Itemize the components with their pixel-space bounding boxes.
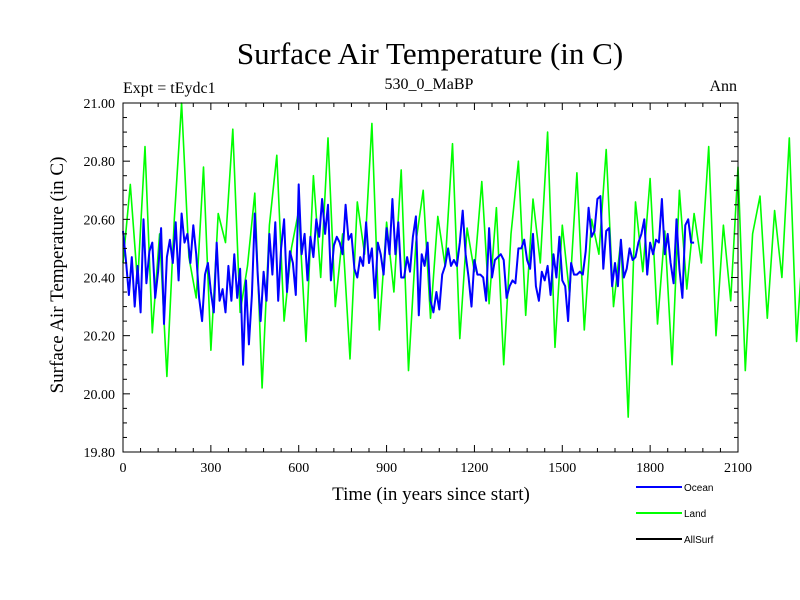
- y-axis-ticks: 19.80 20.00 20.20 20.40 20.60 20.80 21.00: [84, 97, 738, 461]
- y-axis-label: Surface Air Temperature (in C): [47, 157, 68, 394]
- x-tick-label: 300: [200, 461, 221, 476]
- y-tick-label: 20.00: [84, 388, 116, 403]
- y-tick-label: 19.80: [84, 446, 116, 461]
- x-axis-ticks: 0 300 600 900 1200 1500 1800 2100: [120, 103, 752, 476]
- x-tick-label: 1200: [460, 461, 488, 476]
- experiment-label: Expt = tEydc1: [123, 80, 216, 97]
- legend-label-ocean: Ocean: [684, 483, 713, 494]
- series-line-land: [122, 102, 800, 418]
- x-axis-label: Time (in years since start): [332, 484, 530, 505]
- legend-label-allsurf: AllSurf: [684, 535, 714, 546]
- y-tick-label: 20.40: [84, 272, 116, 287]
- x-tick-label: 2100: [724, 461, 752, 476]
- series-line-ocean: [122, 183, 695, 366]
- x-tick-label: 1800: [636, 461, 664, 476]
- age-label: 530_0_MaBP: [385, 76, 474, 93]
- x-tick-label: 900: [376, 461, 397, 476]
- y-tick-label: 20.60: [84, 213, 116, 228]
- x-tick-label: 0: [120, 461, 127, 476]
- x-tick-label: 600: [288, 461, 309, 476]
- legend: Ocean Land AllSurf: [636, 483, 714, 546]
- season-label: Ann: [709, 78, 737, 95]
- x-tick-label: 1500: [548, 461, 576, 476]
- y-tick-label: 20.80: [84, 155, 116, 170]
- plot-lines: [122, 102, 800, 418]
- y-tick-label: 21.00: [84, 97, 116, 112]
- y-tick-label: 20.20: [84, 330, 116, 345]
- legend-label-land: Land: [684, 509, 706, 520]
- chart-title: Surface Air Temperature (in C): [237, 36, 623, 71]
